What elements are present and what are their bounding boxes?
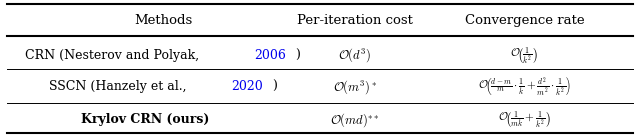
- Text: $\mathcal{O}\!\left(\frac{1}{mk}+\frac{1}{k^2}\right)$: $\mathcal{O}\!\left(\frac{1}{mk}+\frac{1…: [498, 109, 551, 130]
- Text: ): ): [272, 80, 277, 93]
- Text: 2020: 2020: [231, 80, 263, 93]
- Text: 2006: 2006: [255, 49, 287, 62]
- Text: Per-iteration cost: Per-iteration cost: [297, 14, 413, 27]
- Text: $\mathcal{O}\!\left(\frac{1}{k^2}\right)$: $\mathcal{O}\!\left(\frac{1}{k^2}\right)…: [510, 45, 538, 66]
- Text: $\mathcal{O}(d^3)$: $\mathcal{O}(d^3)$: [339, 46, 372, 64]
- Text: Convergence rate: Convergence rate: [465, 14, 584, 27]
- Text: Krylov CRN (ours): Krylov CRN (ours): [81, 113, 209, 126]
- Text: ): ): [296, 49, 300, 62]
- Text: $\mathcal{O}(m^3)^*$: $\mathcal{O}(m^3)^*$: [333, 78, 378, 96]
- Text: CRN (Nesterov and Polyak,: CRN (Nesterov and Polyak,: [25, 49, 204, 62]
- Text: $\mathcal{O}\!\left(\frac{d-m}{m}\cdot\frac{1}{k}+\frac{d^2}{m^2}\cdot\frac{1}{k: $\mathcal{O}\!\left(\frac{d-m}{m}\cdot\f…: [478, 75, 571, 98]
- Text: $\mathcal{O}(md)^{**}$: $\mathcal{O}(md)^{**}$: [330, 111, 380, 129]
- Text: SSCN (Hanzely et al.,: SSCN (Hanzely et al.,: [49, 80, 190, 93]
- Text: Methods: Methods: [134, 14, 193, 27]
